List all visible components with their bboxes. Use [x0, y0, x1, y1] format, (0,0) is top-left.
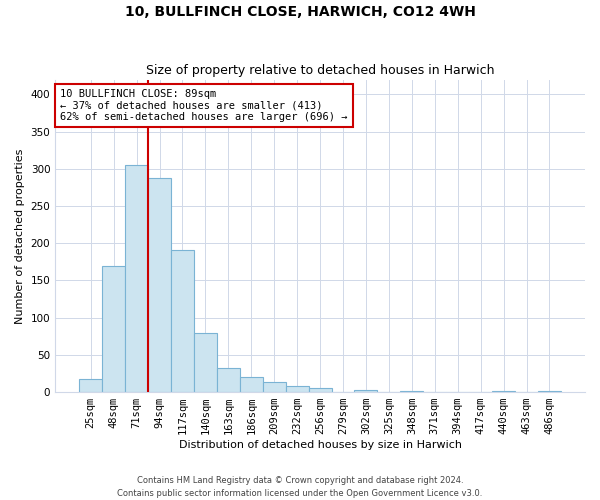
Bar — [355, 390, 377, 392]
Bar — [148, 178, 171, 392]
Bar — [102, 266, 125, 392]
Bar — [286, 386, 308, 392]
Bar — [308, 388, 332, 392]
Text: 10, BULLFINCH CLOSE, HARWICH, CO12 4WH: 10, BULLFINCH CLOSE, HARWICH, CO12 4WH — [125, 5, 475, 19]
Bar — [400, 390, 423, 392]
Text: 10 BULLFINCH CLOSE: 89sqm
← 37% of detached houses are smaller (413)
62% of semi: 10 BULLFINCH CLOSE: 89sqm ← 37% of detac… — [61, 89, 348, 122]
Bar — [240, 377, 263, 392]
Bar — [79, 380, 102, 392]
Bar — [217, 368, 240, 392]
Text: Contains HM Land Registry data © Crown copyright and database right 2024.
Contai: Contains HM Land Registry data © Crown c… — [118, 476, 482, 498]
Bar — [171, 250, 194, 392]
Bar — [492, 390, 515, 392]
Bar — [194, 334, 217, 392]
Bar — [125, 165, 148, 392]
Title: Size of property relative to detached houses in Harwich: Size of property relative to detached ho… — [146, 64, 494, 77]
Bar — [263, 382, 286, 392]
X-axis label: Distribution of detached houses by size in Harwich: Distribution of detached houses by size … — [179, 440, 461, 450]
Y-axis label: Number of detached properties: Number of detached properties — [15, 148, 25, 324]
